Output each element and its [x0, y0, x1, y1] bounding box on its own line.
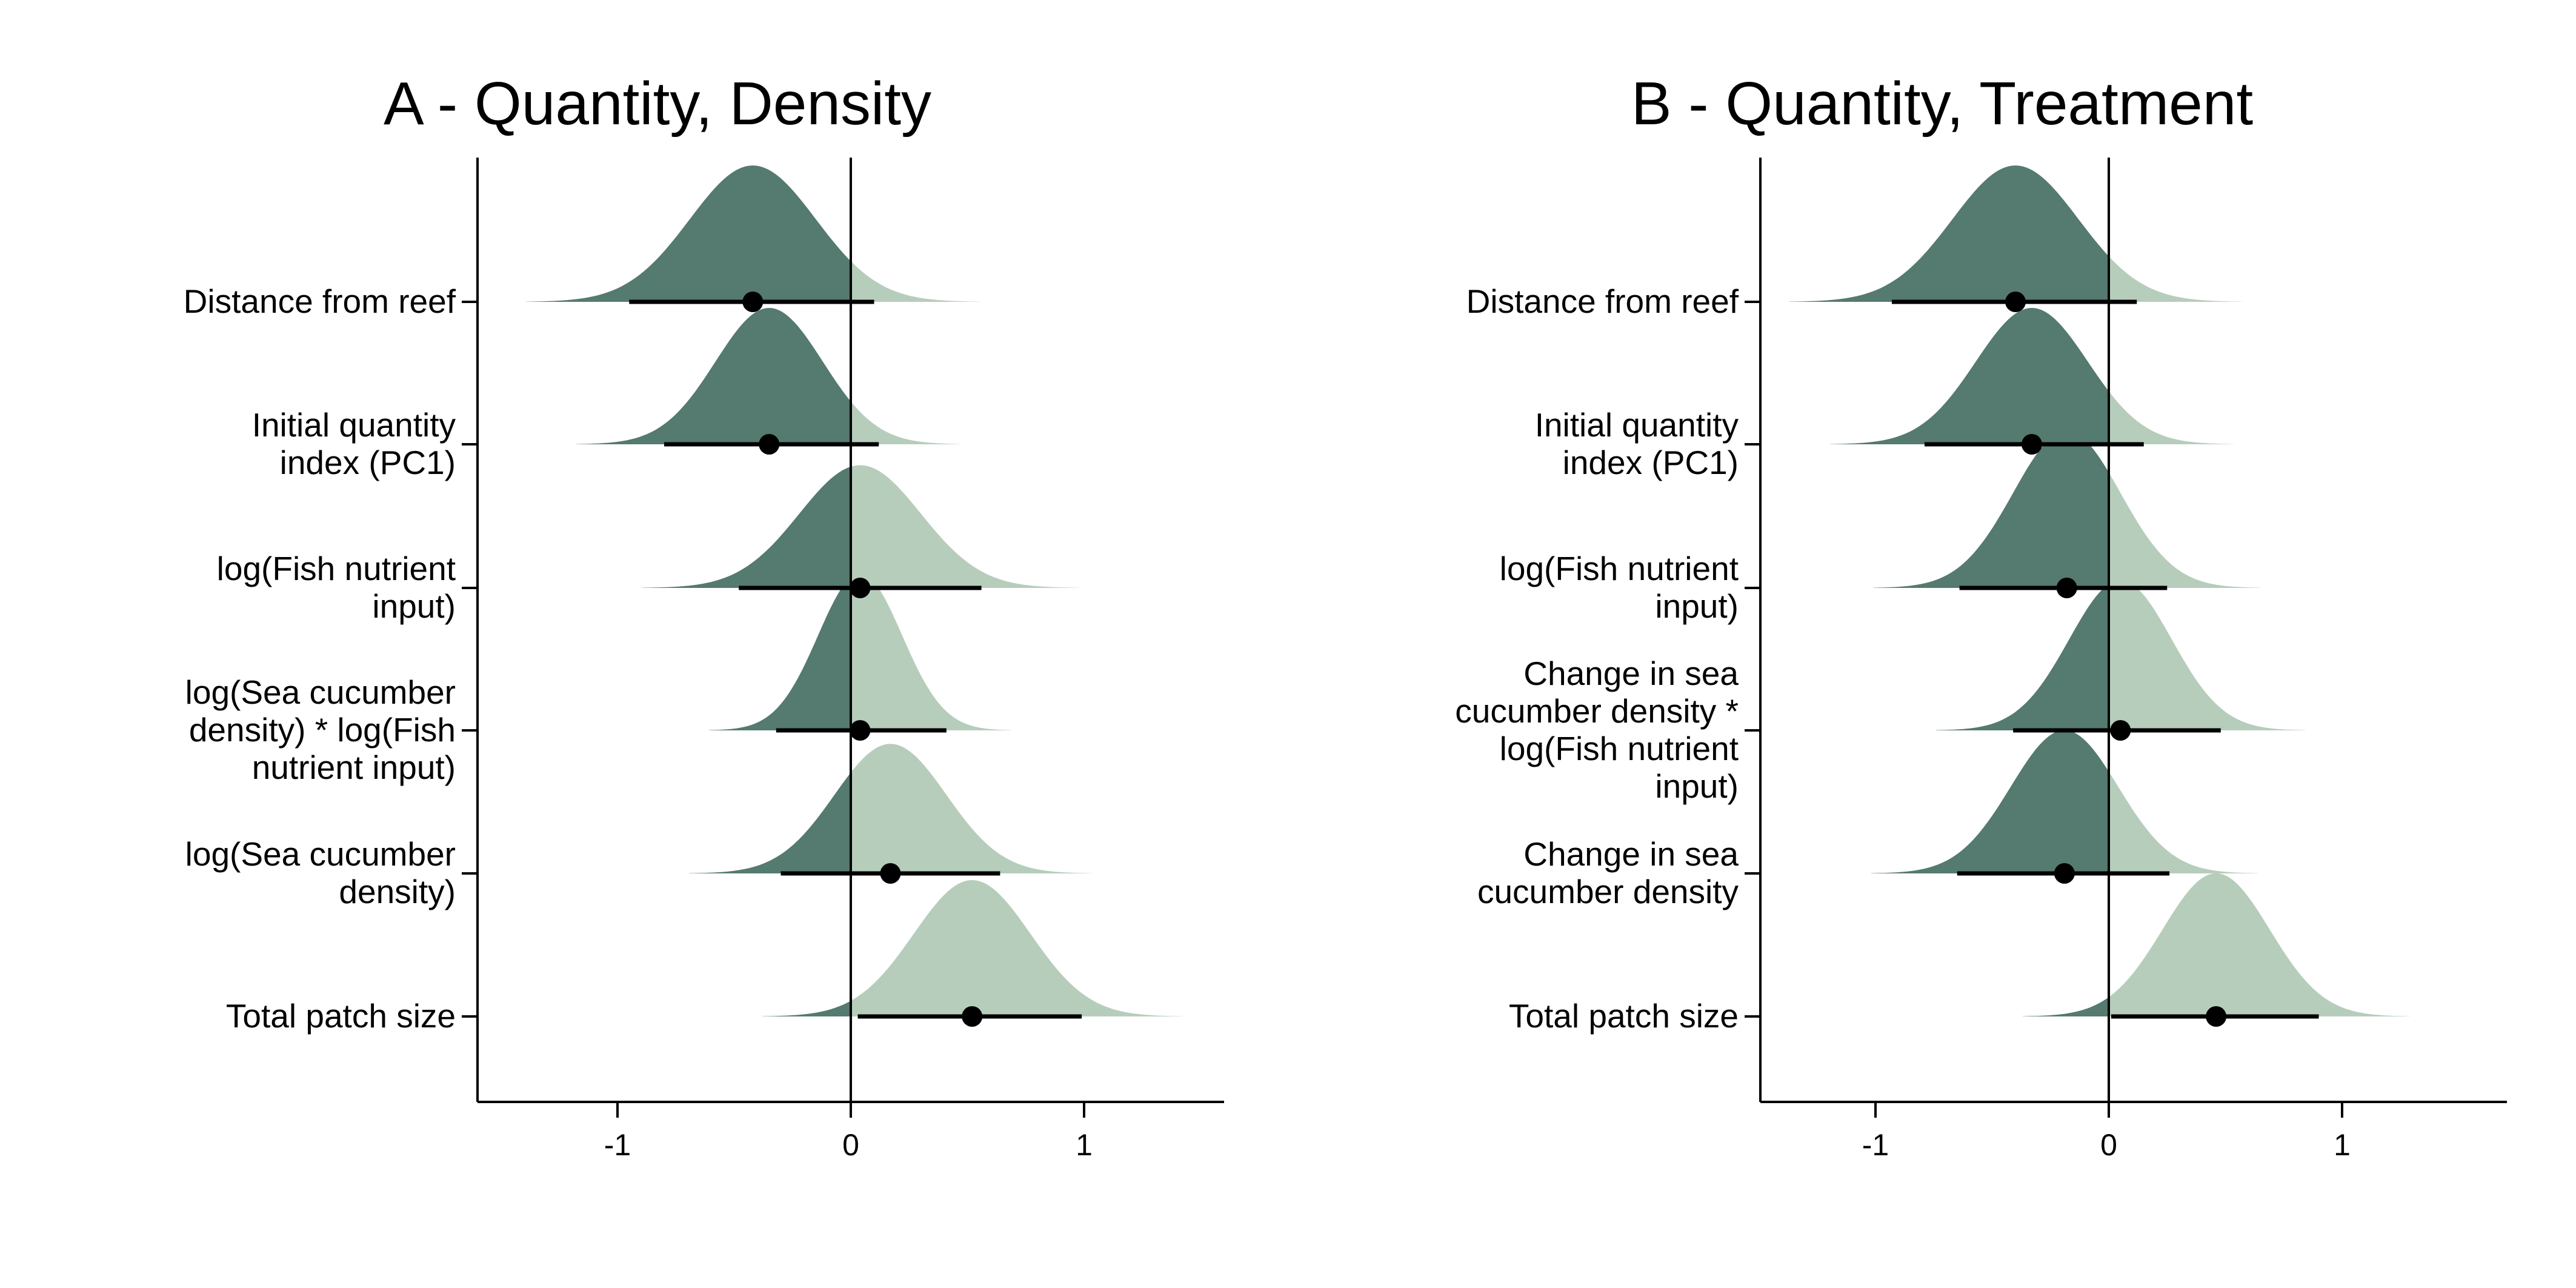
median-point: [759, 434, 780, 455]
density-ridge-negative: [1871, 730, 2109, 873]
y-label: log(Sea cucumber: [185, 673, 456, 711]
y-label: Change in sea: [1523, 655, 1739, 692]
panel-title: A - Quantity, Density: [384, 70, 931, 138]
y-label: cucumber density: [1477, 873, 1739, 910]
density-ridge-positive: [851, 465, 1079, 588]
panel-title: B - Quantity, Treatment: [1631, 70, 2254, 138]
x-tick-label: -1: [604, 1128, 631, 1162]
panel-a: A - Quantity, Density Distance from reef I…: [184, 70, 1224, 1162]
density-ridge-negative: [708, 577, 851, 730]
x-tick-label: 0: [2100, 1128, 2117, 1162]
x-tick-label: 1: [2334, 1128, 2351, 1162]
y-label: input): [372, 587, 456, 625]
median-point: [2005, 292, 2026, 312]
density-ridge-negative: [1830, 308, 2109, 444]
median-point: [742, 292, 764, 312]
y-label: density) * log(Fish: [189, 711, 456, 749]
density-ridge-positive: [2109, 873, 2409, 1016]
density-ridge-positive: [2109, 256, 2243, 302]
median-point: [2054, 863, 2075, 884]
median-point: [2056, 578, 2077, 598]
density-ridge-positive: [2109, 472, 2260, 588]
density-ridge-negative: [526, 165, 851, 302]
y-label: log(Fish nutrient: [1500, 730, 1739, 767]
median-point: [2110, 720, 2131, 741]
median-point: [880, 863, 901, 884]
density-ridge-positive: [851, 880, 1182, 1016]
density-ridge-positive: [2109, 580, 2306, 730]
y-label: cucumber density *: [1455, 692, 1739, 730]
density-ridge-positive: [851, 744, 1093, 873]
y-label: Initial quantity: [1535, 406, 1739, 444]
y-label: nutrient input): [252, 749, 456, 786]
y-label: log(Sea cucumber: [185, 835, 456, 873]
x-tick-label: -1: [1862, 1128, 1889, 1162]
median-point: [2206, 1006, 2227, 1027]
median-point: [850, 578, 871, 598]
density-ridge-negative: [762, 1001, 851, 1016]
y-label: Change in sea: [1523, 835, 1739, 873]
ridges: [1788, 165, 2409, 1016]
density-ridge-negative: [642, 466, 851, 588]
density-ridge-positive: [2109, 772, 2258, 873]
density-ridge-positive: [2109, 391, 2234, 444]
density-ridge-negative: [1935, 584, 2109, 730]
ridges: [526, 165, 1182, 1016]
density-ridge-negative: [1873, 431, 2109, 588]
density-ridge-positive: [851, 261, 980, 302]
median-point: [962, 1006, 983, 1027]
panel-b: B - Quantity, Treatment Distance from ree…: [1455, 70, 2507, 1162]
density-ridge-negative: [2023, 997, 2109, 1016]
density-ridge-negative: [688, 772, 851, 873]
y-label: density): [339, 873, 456, 910]
y-label: Total patch size: [226, 997, 456, 1035]
density-ridge-negative: [576, 308, 851, 444]
median-point: [2021, 434, 2042, 455]
y-label: index (PC1): [280, 444, 456, 481]
y-label: input): [1655, 587, 1739, 625]
density-ridge-negative: [1788, 165, 2109, 302]
y-label: Distance from reef: [1466, 282, 1739, 320]
y-label: Total patch size: [1509, 997, 1739, 1035]
y-label: log(Fish nutrient: [1500, 550, 1739, 587]
median-point: [850, 720, 871, 741]
density-ridge-positive: [851, 401, 959, 444]
y-label: log(Fish nutrient: [217, 550, 456, 587]
y-label: Distance from reef: [184, 282, 456, 320]
x-tick-label: 0: [842, 1128, 859, 1162]
x-tick-label: 1: [1076, 1128, 1093, 1162]
density-ridge-positive: [851, 573, 1011, 730]
y-label: input): [1655, 767, 1739, 805]
y-label: index (PC1): [1563, 444, 1739, 481]
y-label: Initial quantity: [252, 406, 456, 444]
